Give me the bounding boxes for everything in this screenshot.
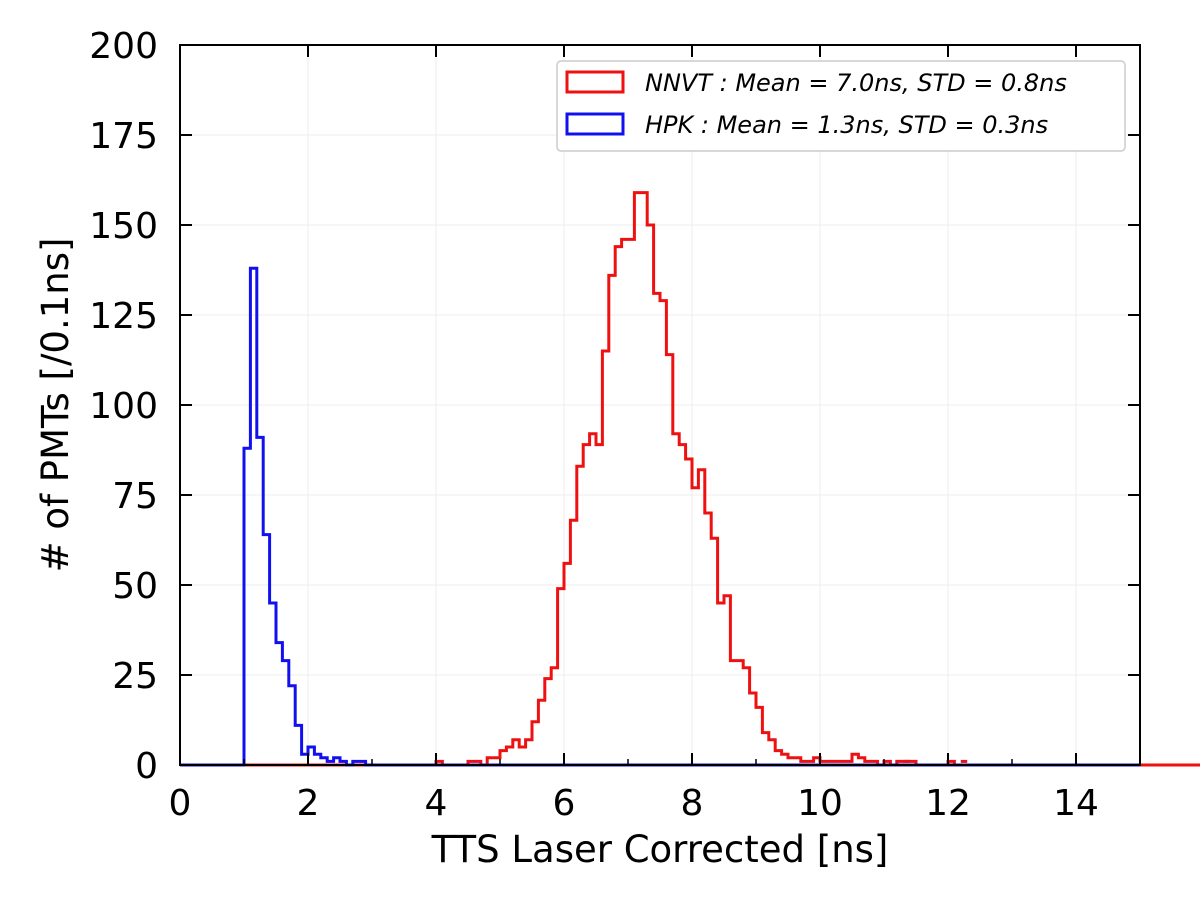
y-axis-title: # of PMTs [/0.1ns]	[34, 238, 77, 573]
series-0	[180, 191, 1200, 767]
y-tick-label: 50	[112, 566, 158, 607]
x-tick-label: 6	[553, 783, 576, 824]
x-tick-label: 2	[297, 783, 320, 824]
grid	[179, 44, 1140, 766]
y-tick-label: 0	[135, 746, 158, 787]
x-tick-label: 14	[1053, 783, 1099, 824]
legend-label-nnvt: NNVT : Mean = 7.0ns, STD = 0.8ns	[645, 69, 1067, 97]
series-layer	[180, 191, 1200, 767]
x-tick-label: 12	[925, 783, 971, 824]
legend-swatch-hpk	[565, 112, 625, 136]
tick-labels: 0 2 4 6 8 10 12 14 0 25 50 75 100 125 150 175 200	[89, 26, 1099, 824]
legend-frame	[556, 60, 1126, 152]
ticks	[179, 44, 1140, 766]
y-tick-label: 100	[89, 386, 158, 427]
legend-label-hpk: HPK : Mean = 1.3ns, STD = 0.3ns	[645, 111, 1048, 139]
x-tick-label: 10	[797, 783, 843, 824]
x-axis-title: TTS Laser Corrected [ns]	[431, 828, 889, 871]
y-tick-label: 200	[89, 26, 158, 67]
histogram-step-line	[180, 266, 1140, 767]
x-tick-label: 4	[425, 783, 448, 824]
y-tick-label: 25	[112, 656, 158, 697]
x-tick-label: 8	[681, 783, 704, 824]
y-tick-label: 75	[112, 476, 158, 517]
histogram-step-line	[180, 191, 1200, 767]
y-tick-label: 125	[89, 296, 158, 337]
legend: NNVT : Mean = 7.0ns, STD = 0.8ns HPK : M…	[556, 60, 1126, 152]
series-1	[180, 266, 1140, 767]
legend-swatch-nnvt	[565, 70, 625, 94]
y-tick-label: 175	[89, 116, 158, 157]
x-tick-label: 0	[169, 783, 192, 824]
y-tick-label: 150	[89, 206, 158, 247]
